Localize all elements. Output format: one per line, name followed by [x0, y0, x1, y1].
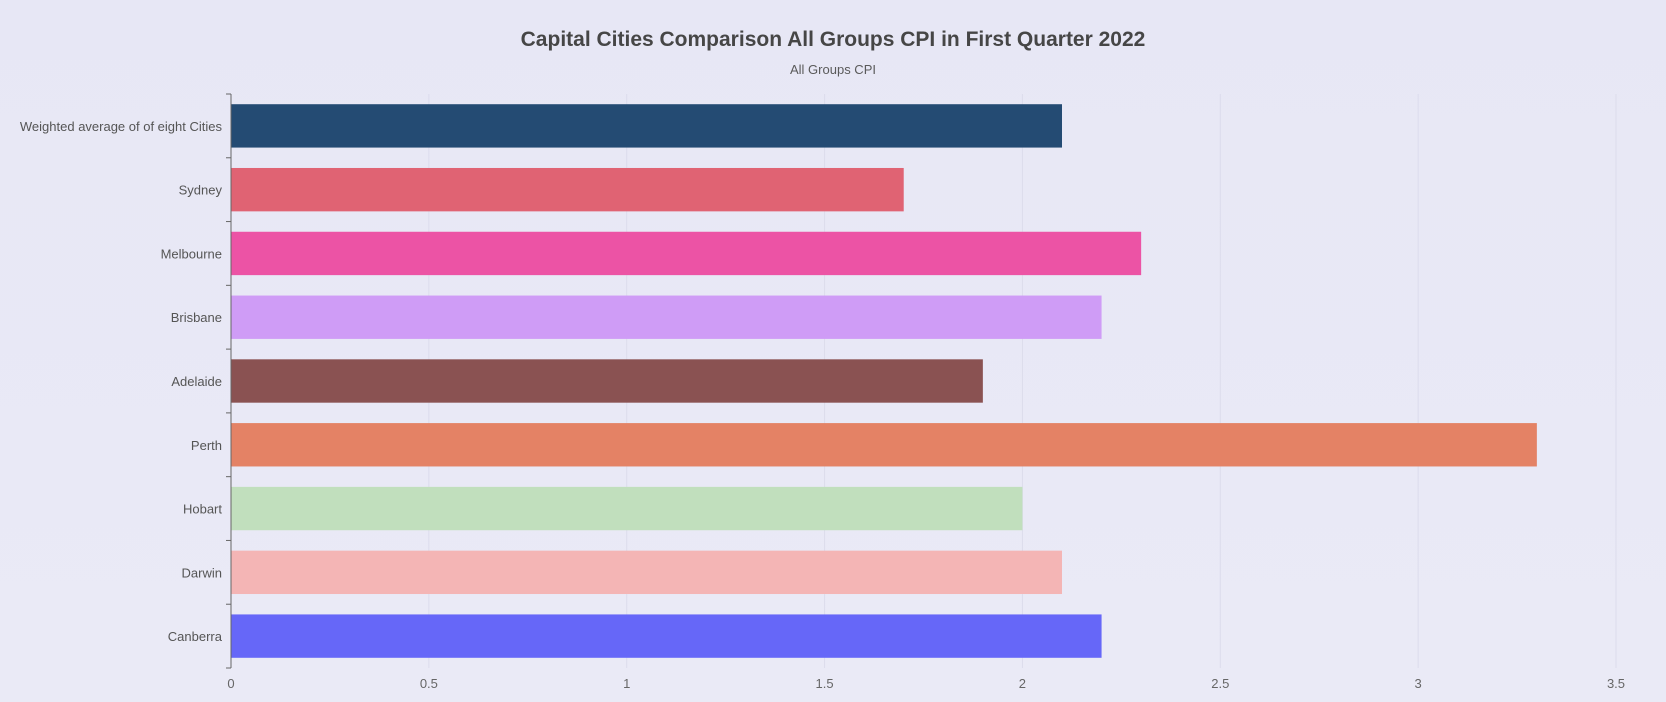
category-label: Brisbane: [171, 310, 222, 325]
category-label: Adelaide: [171, 374, 222, 389]
bar[interactable]: [231, 423, 1537, 467]
bar[interactable]: [231, 550, 1062, 595]
category-label: Weighted average of of eight Cities: [20, 119, 223, 134]
bar[interactable]: [231, 486, 1023, 531]
x-tick-label: 1.5: [816, 676, 834, 691]
category-label: Sydney: [179, 183, 223, 198]
x-tick-label: 1: [623, 676, 630, 691]
x-tick-label: 3: [1415, 676, 1422, 691]
bar[interactable]: [231, 231, 1142, 276]
x-tick-label: 2.5: [1211, 676, 1229, 691]
chart-subtitle: All Groups CPI: [790, 62, 876, 77]
x-tick-label: 2: [1019, 676, 1026, 691]
category-label: Melbourne: [161, 246, 222, 261]
bar[interactable]: [231, 167, 904, 212]
category-label: Darwin: [182, 565, 222, 580]
bar[interactable]: [231, 359, 983, 403]
bars: [231, 104, 1537, 658]
category-label: Hobart: [183, 502, 222, 517]
bar[interactable]: [231, 295, 1102, 339]
x-tick-label: 0.5: [420, 676, 438, 691]
x-tick-label: 3.5: [1607, 676, 1625, 691]
category-label: Perth: [191, 438, 222, 453]
x-tick-label: 0: [227, 676, 234, 691]
axes: [226, 93, 232, 669]
bar[interactable]: [231, 104, 1062, 148]
chart-title: Capital Cities Comparison All Groups CPI…: [520, 28, 1146, 51]
bar[interactable]: [231, 614, 1102, 658]
category-label: Canberra: [168, 629, 223, 644]
labels: 0 0.5 1 1.5 2 2.5 3 3.5 Weighted average of of e…: [20, 119, 1625, 691]
